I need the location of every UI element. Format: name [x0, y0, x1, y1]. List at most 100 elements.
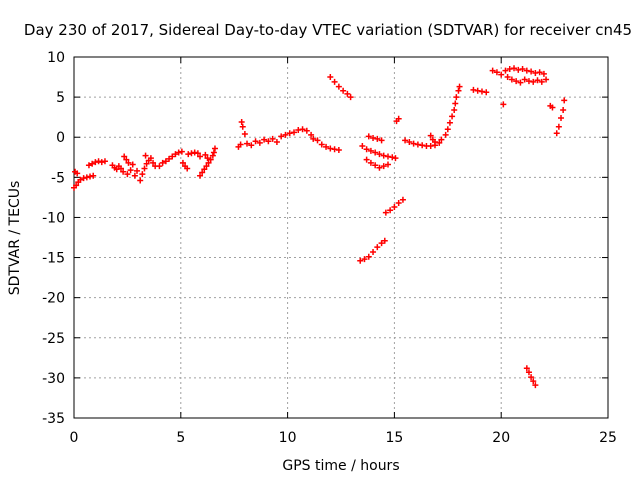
data-point [525, 78, 532, 85]
data-point [89, 160, 96, 167]
data-point [436, 139, 443, 146]
x-tick-label: 20 [492, 430, 510, 446]
data-point [376, 151, 383, 158]
data-point [120, 168, 127, 175]
data-point [406, 139, 413, 146]
chart-title: Day 230 of 2017, Sidereal Day-to-day VTE… [24, 21, 632, 39]
data-point [318, 141, 325, 148]
data-point [391, 204, 398, 211]
data-point [500, 101, 507, 108]
data-point [143, 160, 150, 167]
data-point [92, 159, 99, 166]
data-point [74, 170, 81, 177]
data-point [123, 156, 130, 163]
data-point [483, 89, 490, 96]
data-point [150, 159, 157, 166]
data-point [543, 76, 550, 83]
data-point [452, 100, 459, 107]
y-tick-label: -35 [42, 411, 65, 427]
data-point [248, 142, 255, 149]
data-point [414, 141, 421, 148]
data-point [121, 153, 128, 160]
data-point [357, 257, 364, 264]
data-point [175, 149, 182, 156]
y-axis-label: SDTVAR / TECUs [7, 181, 23, 296]
data-point [134, 167, 141, 174]
data-point [295, 127, 302, 134]
data-point [380, 163, 387, 170]
data-point [178, 148, 185, 155]
data-point [137, 177, 144, 184]
data-point [83, 174, 90, 181]
data-point [523, 365, 530, 372]
data-point [204, 155, 211, 162]
y-tick-labels: -35 -30 -25 -20 -15 -10 -5 0 5 10 [42, 50, 65, 427]
data-point [269, 135, 276, 142]
x-tick-labels: 0 5 10 15 20 25 [70, 430, 617, 446]
data-point [159, 159, 166, 166]
data-point [532, 70, 539, 77]
data-point [278, 133, 285, 140]
data-point [166, 155, 173, 162]
data-point [392, 155, 399, 162]
data-point [536, 69, 543, 76]
x-axis-label: GPS time / hours [282, 458, 399, 474]
data-point [95, 158, 102, 165]
data-point [431, 139, 438, 146]
data-point [141, 165, 148, 172]
data-point [237, 141, 244, 148]
data-point [203, 163, 210, 170]
x-tick-label: 25 [599, 430, 617, 446]
data-point [162, 158, 169, 165]
data-point [453, 94, 460, 101]
data-point [493, 69, 500, 76]
data-point [538, 78, 545, 85]
data-point [370, 248, 377, 255]
data-point [504, 74, 511, 81]
data-point [335, 147, 342, 154]
data-point [378, 240, 385, 247]
data-point [374, 135, 381, 142]
data-point [376, 164, 383, 171]
data-point [508, 76, 515, 83]
data-point [427, 132, 434, 139]
data-point [517, 79, 524, 86]
data-point [378, 137, 385, 144]
data-point [210, 149, 217, 156]
data-point [142, 152, 149, 159]
y-tick-label: -30 [42, 371, 65, 387]
data-point [442, 131, 449, 138]
data-point [474, 87, 481, 94]
y-tick-label: -5 [51, 170, 65, 186]
data-point [239, 123, 246, 130]
data-point [310, 135, 317, 142]
data-point [303, 127, 310, 134]
data-point [530, 378, 537, 385]
data-point [534, 77, 541, 84]
data-point [201, 166, 208, 173]
data-point [87, 173, 94, 180]
data-point [359, 143, 366, 150]
data-point [395, 200, 402, 207]
data-point [374, 244, 381, 251]
data-point [549, 104, 556, 111]
data-point [367, 147, 374, 154]
data-point [340, 87, 347, 94]
data-point [515, 66, 522, 73]
data-point [129, 161, 136, 168]
x-tick-label: 10 [279, 430, 297, 446]
data-point [202, 151, 209, 158]
data-point [282, 131, 289, 138]
data-point [380, 152, 387, 159]
data-point [327, 74, 334, 81]
data-point [125, 159, 132, 166]
data-point [519, 66, 526, 73]
data-point [389, 154, 396, 161]
data-point [489, 67, 496, 74]
data-point [513, 78, 520, 85]
grid-lines [74, 57, 608, 418]
plot-frame [73, 56, 609, 419]
data-point [444, 126, 451, 133]
data-point [530, 78, 537, 85]
data-point [438, 136, 445, 143]
